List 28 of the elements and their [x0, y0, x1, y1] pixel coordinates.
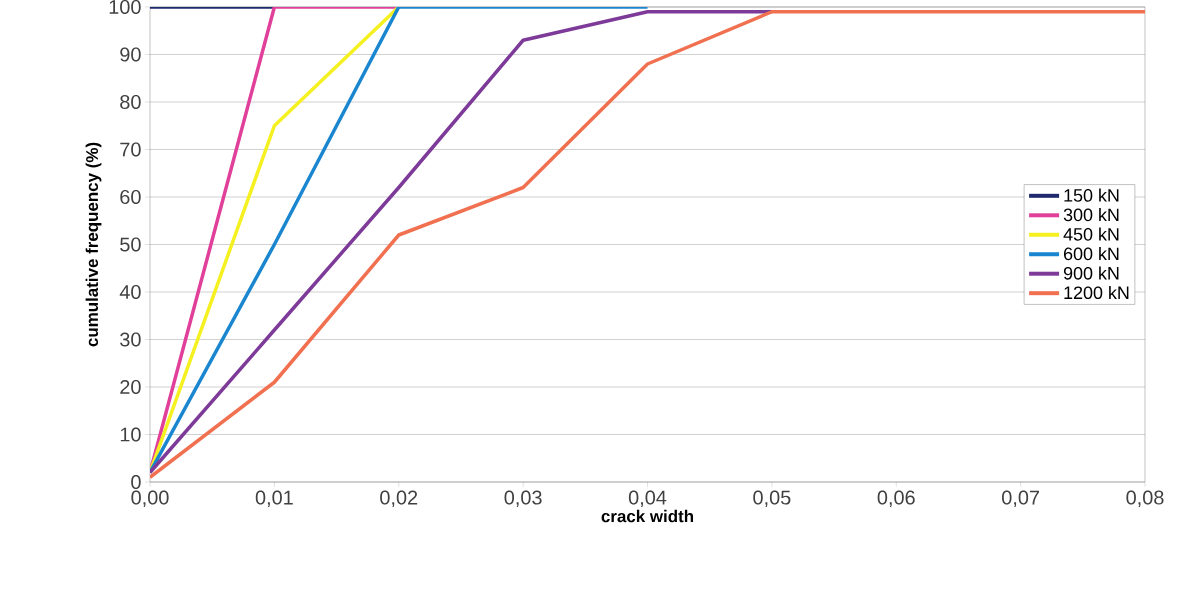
y-tick-label: 20 [120, 379, 141, 395]
legend-label: 300 kN [1063, 208, 1119, 222]
legend-label: 1200 kN [1064, 285, 1129, 300]
legend-label: 450 kN [1063, 227, 1119, 241]
y-tick-label: 0 [131, 474, 141, 490]
y-tick-label: 70 [120, 142, 141, 157]
y-tick-label: 10 [120, 427, 141, 442]
legend-label: 150 kN [1064, 188, 1119, 202]
x-tick-label: 0,04 [628, 490, 667, 507]
x-axis-title: crack width [601, 509, 694, 523]
x-tick-label: 0,08 [1126, 490, 1164, 507]
y-tick-label: 40 [119, 284, 141, 300]
y-axis-title: cumulative frequency (%) [85, 142, 102, 347]
y-tick-label: 60 [120, 189, 141, 205]
legend-label: 900 kN [1063, 266, 1119, 280]
y-tick-label: 100 [109, 0, 141, 15]
x-tick-label: 0,05 [753, 490, 791, 507]
legend-label: 600 kN [1064, 246, 1119, 261]
y-tick-label: 90 [120, 47, 141, 62]
y-tick-label: 80 [120, 94, 141, 110]
x-tick-label: 0,07 [1002, 490, 1040, 507]
x-tick-label: 0,00 [131, 490, 169, 507]
x-tick-label: 0,01 [255, 490, 293, 507]
y-tick-label: 30 [120, 332, 141, 347]
x-tick-label: 0,06 [877, 490, 915, 507]
x-tick-label: 0,02 [380, 490, 418, 507]
x-tick-label: 0,03 [504, 490, 542, 507]
y-tick-label: 50 [120, 237, 141, 252]
